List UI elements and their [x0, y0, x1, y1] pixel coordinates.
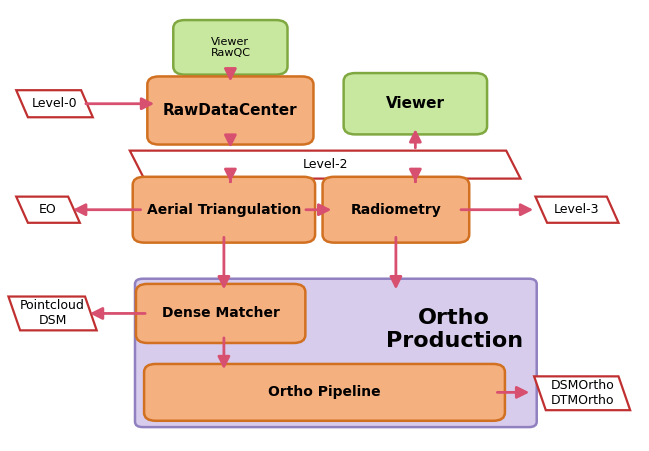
Text: Radiometry: Radiometry	[350, 202, 441, 217]
Polygon shape	[130, 151, 520, 179]
Polygon shape	[8, 297, 97, 330]
Polygon shape	[16, 90, 93, 117]
FancyBboxPatch shape	[344, 73, 487, 134]
Text: Ortho Pipeline: Ortho Pipeline	[268, 385, 381, 400]
Text: Level-2: Level-2	[302, 158, 348, 171]
FancyBboxPatch shape	[136, 284, 306, 343]
Text: Dense Matcher: Dense Matcher	[162, 306, 280, 321]
Text: Level-0: Level-0	[32, 97, 77, 110]
Polygon shape	[535, 197, 618, 223]
Text: Ortho
Production: Ortho Production	[386, 308, 523, 351]
Text: Viewer
RawQC: Viewer RawQC	[210, 37, 251, 58]
FancyBboxPatch shape	[323, 177, 469, 243]
Text: Level-3: Level-3	[554, 203, 600, 216]
FancyBboxPatch shape	[144, 364, 505, 421]
Text: Aerial Triangulation: Aerial Triangulation	[147, 202, 301, 217]
Text: EO: EO	[39, 203, 57, 216]
FancyBboxPatch shape	[147, 76, 313, 144]
Text: DSMOrtho
DTMOrtho: DSMOrtho DTMOrtho	[550, 379, 614, 407]
Text: RawDataCenter: RawDataCenter	[163, 103, 298, 118]
Text: Pointcloud
DSM: Pointcloud DSM	[20, 299, 85, 327]
FancyBboxPatch shape	[135, 279, 537, 427]
Text: Viewer: Viewer	[386, 96, 445, 111]
FancyBboxPatch shape	[173, 20, 288, 74]
FancyBboxPatch shape	[132, 177, 315, 243]
Polygon shape	[534, 376, 630, 410]
Polygon shape	[16, 197, 80, 223]
